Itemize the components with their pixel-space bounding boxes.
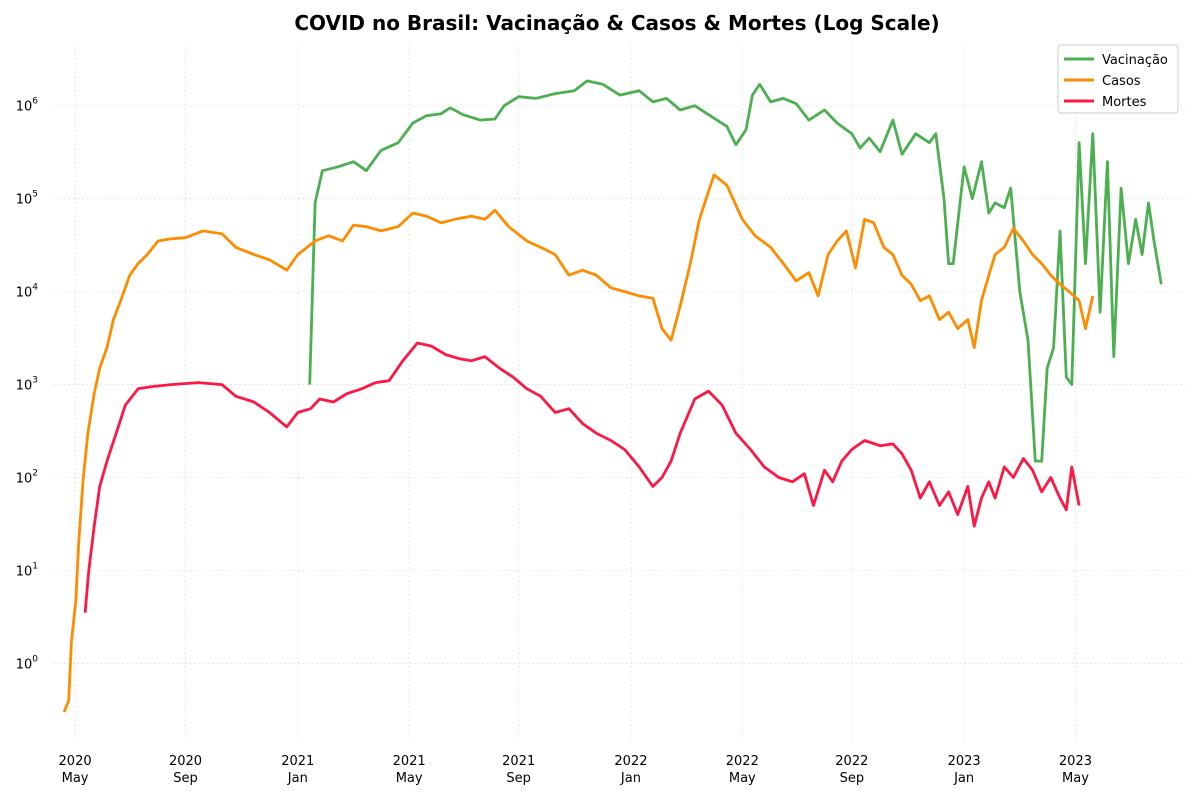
series-line-vacinao	[308, 79, 1163, 463]
x-tick-month: May	[62, 771, 89, 786]
y-tick-label: 101	[16, 561, 38, 579]
legend-label: Vacinação	[1102, 53, 1168, 68]
x-tick-year: 2023	[1059, 754, 1092, 769]
x-tick-year: 2023	[948, 754, 981, 769]
series-group	[62, 79, 1163, 713]
x-tick-month: Sep	[840, 771, 865, 786]
series-line-mortes	[83, 341, 1081, 613]
x-tick-year: 2021	[393, 754, 426, 769]
y-tick-label: 103	[16, 376, 38, 394]
legend-label: Casos	[1102, 74, 1141, 89]
series-line-casos	[62, 173, 1095, 713]
x-tick-month: Jan	[620, 771, 641, 786]
x-tick-month: Jan	[287, 771, 308, 786]
y-tick-label: 104	[16, 283, 39, 301]
chart-title: COVID no Brasil: Vacinação & Casos & Mor…	[294, 11, 939, 35]
grid	[55, 45, 1185, 740]
x-tick-month: May	[1062, 771, 1089, 786]
x-tick-year: 2020	[59, 754, 92, 769]
x-tick-month: Sep	[173, 771, 198, 786]
x-tick-month: May	[729, 771, 756, 786]
x-tick-month: Sep	[506, 771, 531, 786]
x-tick-year: 2022	[835, 754, 868, 769]
legend: Vacinação Casos Mortes	[1057, 44, 1179, 114]
x-axis-ticks: 2020 May 2020 Sep 2021 Jan 2021 May 2021 Sep 2022 J…	[59, 754, 1092, 786]
legend-label: Mortes	[1102, 95, 1147, 110]
x-tick-year: 2020	[169, 754, 202, 769]
x-tick-year: 2022	[726, 754, 759, 769]
y-tick-label: 100	[16, 654, 39, 672]
y-tick-label: 105	[16, 190, 38, 208]
x-tick-year: 2021	[281, 754, 314, 769]
y-axis-ticks: 100 101 102 103 104 105 106	[16, 97, 39, 673]
x-tick-month: Jan	[953, 771, 974, 786]
y-tick-label: 106	[16, 97, 39, 115]
legend-box	[1057, 44, 1179, 114]
x-tick-year: 2022	[614, 754, 647, 769]
x-tick-year: 2021	[502, 754, 535, 769]
y-tick-label: 102	[16, 469, 38, 487]
x-tick-month: May	[396, 771, 423, 786]
